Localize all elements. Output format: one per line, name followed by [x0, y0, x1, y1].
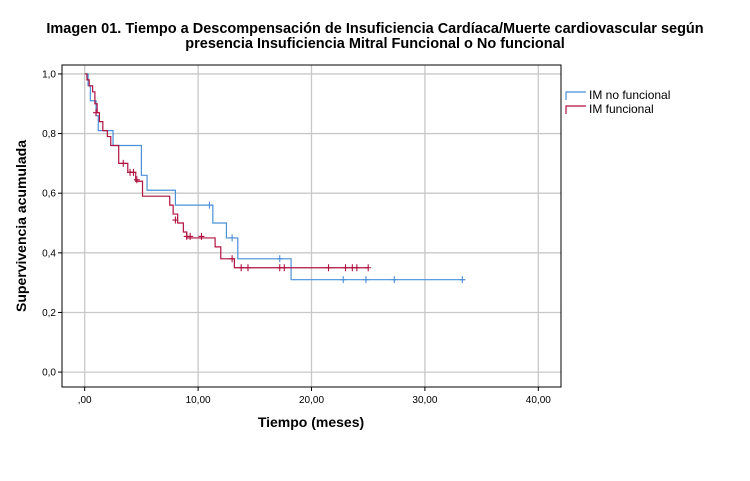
censor-mark	[342, 264, 349, 272]
censor-mark	[93, 109, 100, 117]
series-im-no-funcional	[84, 73, 466, 284]
censor-mark	[340, 276, 347, 284]
legend-label: IM funcional	[589, 102, 654, 116]
censor-mark	[172, 216, 179, 224]
x-tick-label: 10,00	[186, 395, 211, 406]
y-axis-label: Supervivencia acumulada	[13, 140, 29, 312]
survival-step-line	[84, 73, 369, 269]
censor-mark	[459, 276, 466, 284]
censor-mark	[391, 276, 398, 284]
censor-mark	[365, 264, 372, 272]
y-axis-ticks: 0,0 0,2 0,4 0,6 0,8 1,0	[42, 69, 62, 379]
x-tick-label: 20,00	[299, 395, 324, 406]
censor-mark	[281, 264, 288, 272]
y-tick-label: 0,4	[42, 248, 56, 259]
censor-mark	[325, 264, 332, 272]
grid-lines	[62, 65, 561, 387]
censor-mark	[198, 232, 205, 240]
chart-title-line2: presencia Insuficiencia Mitral Funcional…	[185, 36, 565, 52]
y-tick-label: 0,0	[42, 368, 56, 379]
censor-mark	[276, 255, 283, 263]
censor-mark	[133, 176, 140, 184]
censor-mark	[206, 201, 213, 209]
censor-mark	[353, 264, 360, 272]
survival-step-line	[84, 73, 465, 281]
x-tick-label: 40,00	[526, 395, 551, 406]
y-tick-label: 0,2	[42, 308, 56, 319]
censor-mark	[244, 264, 251, 272]
censor-mark	[238, 264, 245, 272]
chart-title-line1: Imagen 01. Tiempo a Descompensación de I…	[46, 21, 703, 37]
y-tick-label: 0,6	[42, 189, 56, 200]
x-tick-label: 30,00	[412, 395, 437, 406]
series-group	[84, 73, 466, 284]
series-im-funcional	[84, 73, 372, 272]
x-tick-label: ,00	[78, 395, 92, 406]
censor-mark	[229, 255, 236, 263]
x-axis-label: Tiempo (meses)	[258, 414, 364, 430]
legend-label: IM no funcional	[589, 88, 670, 102]
legend-swatch	[565, 91, 586, 100]
censor-mark	[130, 168, 137, 176]
y-tick-label: 1,0	[42, 69, 56, 80]
censor-mark	[120, 159, 127, 167]
censor-mark	[187, 232, 194, 240]
y-tick-label: 0,8	[42, 129, 56, 140]
x-axis-ticks: ,00 10,00 20,00 30,00 40,00	[78, 387, 551, 406]
legend-swatch	[565, 105, 586, 114]
censor-mark	[362, 276, 369, 284]
censor-mark	[229, 234, 236, 242]
